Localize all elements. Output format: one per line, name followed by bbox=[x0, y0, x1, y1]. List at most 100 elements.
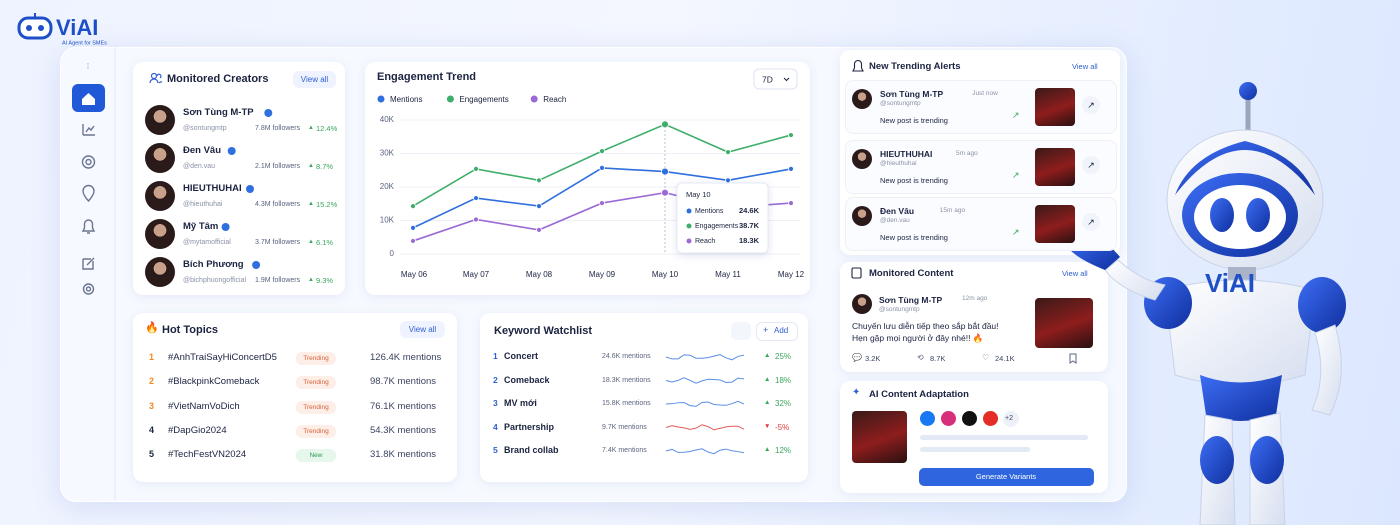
logo-name: ViAI bbox=[56, 15, 98, 40]
topic-status: Trending bbox=[296, 376, 336, 390]
x-tick-label: May 07 bbox=[463, 270, 490, 279]
data-point bbox=[410, 238, 416, 244]
content-icon bbox=[851, 267, 862, 279]
creator-followers: 3.7M followers bbox=[255, 239, 301, 246]
data-point bbox=[599, 200, 605, 206]
tooltip-value: 18.3K bbox=[739, 236, 760, 245]
trend-icon: ↗ bbox=[1012, 110, 1020, 120]
robot-illustration: ViAI bbox=[1070, 82, 1346, 525]
sparkline bbox=[665, 448, 745, 455]
view-all-link[interactable]: View all bbox=[1072, 62, 1098, 71]
creator-handle: @bichphuongofficial bbox=[183, 277, 247, 284]
generate-button[interactable] bbox=[919, 468, 1094, 486]
post-time: 12m ago bbox=[962, 295, 988, 302]
post-handle: @sontungmtp bbox=[879, 306, 920, 313]
trend-button[interactable]: ↗ bbox=[1082, 96, 1100, 114]
change-arrow: ▲ bbox=[764, 399, 771, 406]
topic-mentions: 31.8K mentions bbox=[370, 449, 437, 461]
tooltip bbox=[676, 182, 769, 254]
trend-icon: ↗ bbox=[1012, 227, 1020, 237]
alert-name: Đen Vâu bbox=[880, 206, 915, 216]
verified-badge bbox=[221, 223, 230, 231]
data-point bbox=[661, 167, 669, 176]
nav-edit[interactable] bbox=[82, 257, 95, 270]
y-tick-label: 30K bbox=[380, 149, 395, 158]
data-point bbox=[473, 195, 479, 201]
keyword-change: 32% bbox=[775, 399, 792, 408]
data-point bbox=[788, 200, 794, 206]
keyword-name: Comeback bbox=[504, 374, 550, 385]
alert-photo bbox=[1035, 148, 1075, 186]
sparkle-icon: ✦ bbox=[852, 387, 861, 398]
topic-rank: 5 bbox=[149, 449, 155, 460]
hot-topics-card bbox=[133, 313, 457, 482]
nav-target[interactable] bbox=[81, 155, 96, 169]
post-photo bbox=[1035, 298, 1093, 348]
topic-status: Trending bbox=[296, 424, 336, 438]
alert-handle: @sontungmtp bbox=[880, 100, 921, 107]
placeholder-line bbox=[1040, 435, 1088, 440]
view-all-link[interactable]: View all bbox=[1062, 269, 1088, 278]
creator-growth: 15.2% bbox=[316, 200, 338, 209]
platform-icon[interactable] bbox=[962, 411, 977, 426]
topic-mentions: 98.7K mentions bbox=[370, 376, 437, 388]
view-all-button[interactable]: View all bbox=[293, 71, 336, 88]
data-point bbox=[473, 166, 479, 172]
search-button[interactable] bbox=[731, 322, 751, 340]
creator-handle: @hieuthuhai bbox=[183, 201, 223, 208]
trend-button[interactable]: ↗ bbox=[1082, 156, 1100, 174]
view-all-button[interactable]: View all bbox=[400, 321, 445, 338]
data-point bbox=[788, 166, 794, 172]
tooltip-marker bbox=[686, 208, 692, 214]
add-button[interactable] bbox=[756, 322, 798, 341]
post-avatar bbox=[852, 294, 872, 314]
tooltip-value: 24.6K bbox=[739, 206, 760, 215]
alert-name: Sơn Tùng M-TP bbox=[880, 89, 944, 99]
tooltip-series: Mentions bbox=[695, 208, 724, 215]
card-title: Keyword Watchlist bbox=[494, 325, 592, 337]
x-tick-label: May 06 bbox=[401, 270, 428, 279]
alert-avatar bbox=[852, 206, 872, 226]
platform-icon[interactable] bbox=[941, 411, 956, 426]
topic-rank: 3 bbox=[149, 400, 155, 411]
data-point bbox=[661, 120, 669, 129]
nav-analytics[interactable] bbox=[82, 124, 95, 136]
platform-icon[interactable] bbox=[983, 411, 998, 426]
platform-icon[interactable] bbox=[920, 411, 935, 426]
alert-avatar bbox=[852, 89, 872, 109]
keyword-rank: 2 bbox=[493, 374, 498, 385]
topic-rank: 2 bbox=[149, 376, 155, 387]
post-text: Chuyến lưu diễn tiếp theo sắp bắt đầu! bbox=[852, 321, 999, 331]
creator-handle: @mytamofficial bbox=[183, 239, 231, 246]
topic-rank: 1 bbox=[149, 352, 155, 362]
trend-button[interactable]: ↗ bbox=[1082, 213, 1100, 231]
icon-users bbox=[149, 72, 163, 84]
stat-icon: ♡ bbox=[982, 353, 990, 362]
growth-arrow: ▲ bbox=[308, 239, 314, 245]
generate-label: Generate Variants bbox=[975, 472, 1037, 481]
topic-mentions: 54.3K mentions bbox=[370, 424, 437, 436]
topic-tag: #AnhTraiSayHiConcertD5 bbox=[168, 352, 277, 363]
period-select[interactable] bbox=[753, 68, 798, 90]
chart-title: Engagement Trend bbox=[377, 71, 476, 83]
data-point bbox=[473, 216, 479, 223]
change-arrow: ▲ bbox=[764, 375, 771, 383]
data-point bbox=[788, 132, 794, 138]
keyword-mentions: 15.8K mentions bbox=[602, 400, 651, 407]
nav-location[interactable] bbox=[82, 184, 95, 203]
sparkline bbox=[665, 400, 745, 407]
nav-alerts[interactable] bbox=[81, 219, 96, 234]
creator-followers: 7.8M followers bbox=[255, 125, 301, 132]
data-point bbox=[410, 224, 416, 231]
change-arrow: ▲ bbox=[764, 352, 771, 359]
data-point bbox=[661, 188, 669, 197]
keyword-change: 18% bbox=[775, 375, 792, 385]
nav-settings[interactable] bbox=[82, 283, 95, 295]
topic-mentions: 76.1K mentions bbox=[370, 400, 437, 412]
data-point bbox=[599, 165, 605, 171]
change-arrow: ▼ bbox=[764, 422, 771, 430]
robot-label: ViAI bbox=[1205, 268, 1255, 298]
tooltip-date: May 10 bbox=[686, 190, 711, 199]
